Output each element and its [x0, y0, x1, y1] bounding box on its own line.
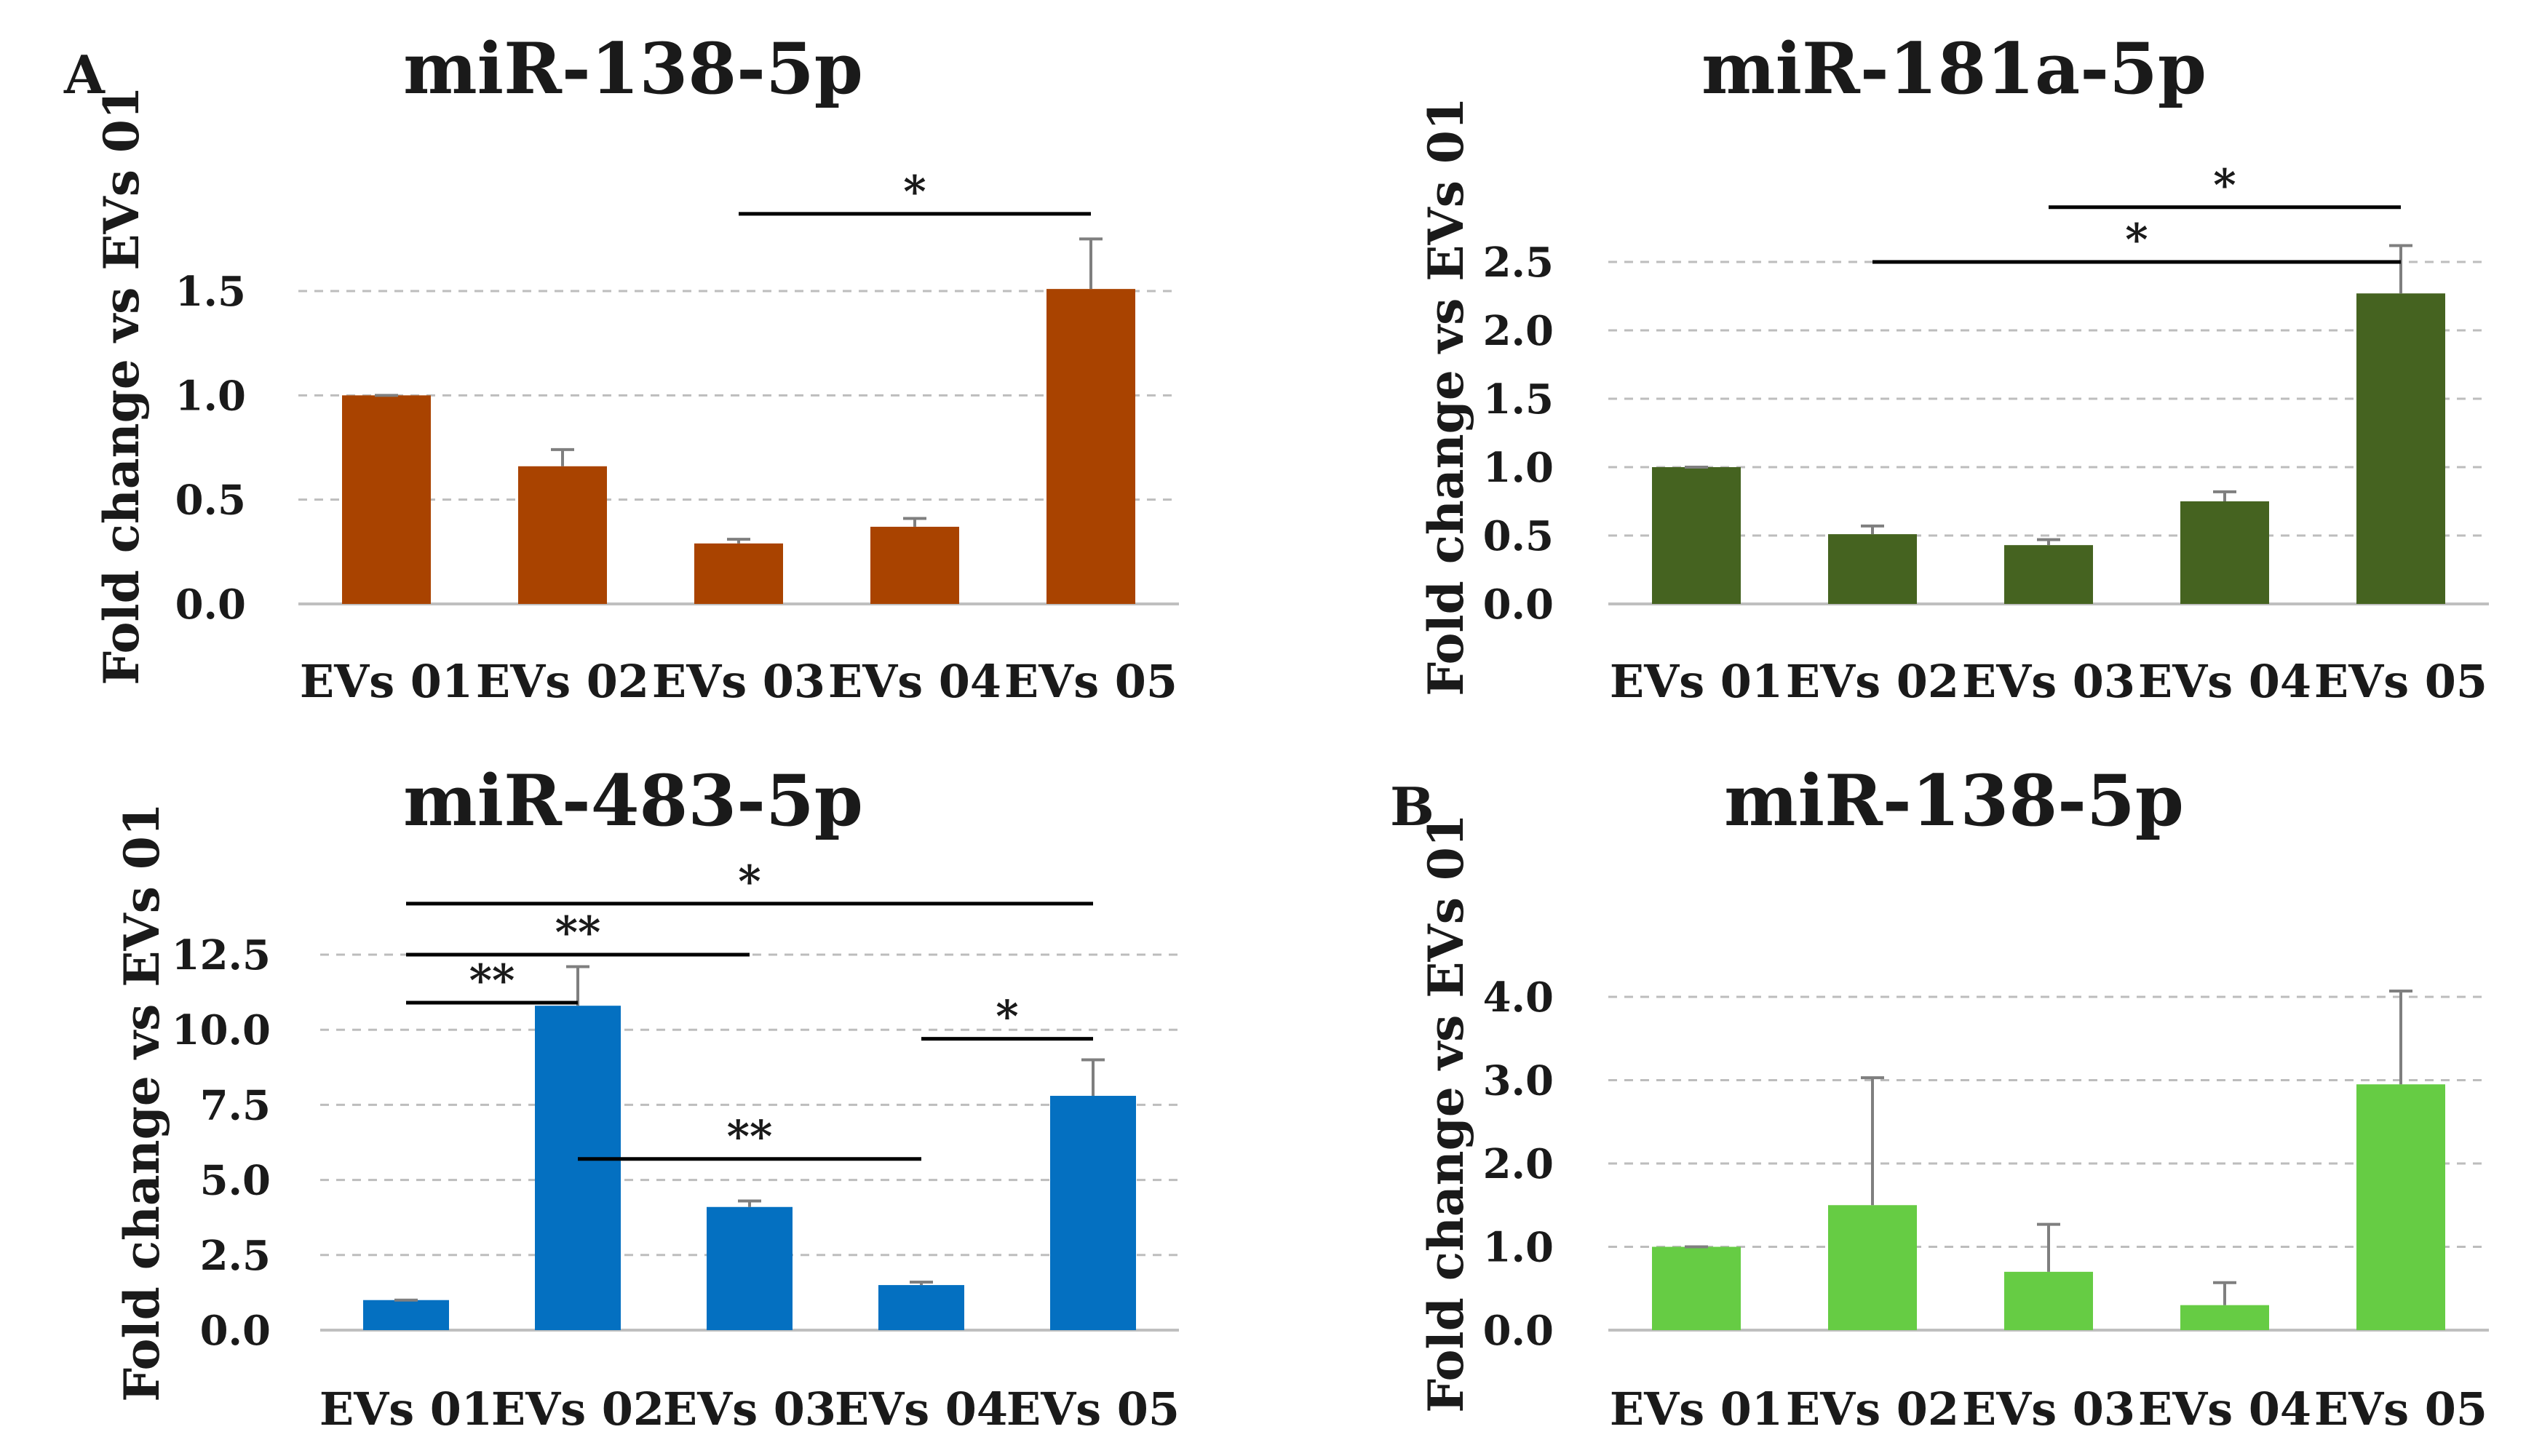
- bar: [2004, 1271, 2093, 1330]
- bar: [518, 466, 607, 604]
- y-tick-label: 1.0: [1483, 444, 1554, 492]
- significance-label: **: [469, 955, 515, 1006]
- y-tick-label: 2.0: [1483, 307, 1554, 355]
- y-tick-label: 2.0: [1483, 1140, 1554, 1188]
- significance-label: *: [738, 856, 760, 907]
- panel-label-a: A: [63, 44, 106, 106]
- y-tick-label: 0.5: [1483, 512, 1554, 560]
- x-tick-label: EVs 04: [2138, 655, 2311, 708]
- x-tick-label: EVs 02: [476, 655, 649, 708]
- bar: [2356, 293, 2445, 604]
- y-tick-label: 0.0: [200, 1307, 271, 1355]
- y-tick-label: 2.5: [1483, 239, 1554, 287]
- y-tick-label: 4.0: [1483, 974, 1554, 1022]
- y-tick-label: 1.0: [175, 372, 246, 420]
- significance-label: *: [996, 992, 1018, 1043]
- y-tick-label: 5.0: [200, 1157, 271, 1205]
- bar: [535, 1006, 621, 1330]
- bar: [342, 395, 431, 604]
- x-tick-label: EVs 02: [1786, 1383, 1959, 1436]
- bar: [2180, 501, 2269, 604]
- bar: [2356, 1084, 2445, 1330]
- y-tick-label: 0.0: [1483, 1307, 1554, 1355]
- x-tick-label: EVs 05: [2314, 655, 2487, 708]
- y-tick-label: 0.0: [1483, 581, 1554, 629]
- significance-label: **: [555, 907, 601, 958]
- x-tick-label: EVs 01: [300, 655, 473, 708]
- y-axis-label: Fold change vs EVs 01: [1418, 97, 1474, 696]
- y-tick-label: 1.0: [1483, 1224, 1554, 1272]
- significance-label: *: [2213, 160, 2236, 211]
- x-tick-label: EVs 05: [1006, 1383, 1180, 1436]
- y-tick-label: 7.5: [200, 1081, 271, 1129]
- y-axis-label: Fold change vs EVs 01: [93, 86, 150, 685]
- chart-mir-138-5p-panel-b: miR-138-5p Fold change vs EVs 01 0.0 1.0 2.0…: [1418, 760, 2489, 1436]
- x-tick-label: EVs 04: [828, 655, 1001, 708]
- bar: [694, 543, 783, 604]
- chart-title: miR-483-5p: [403, 760, 863, 842]
- chart-mir-138-5p-top: miR-138-5p Fold change vs EVs 01 0.0 0.5 1.0…: [93, 28, 1179, 708]
- bar: [363, 1300, 449, 1330]
- y-tick-label: 1.5: [1483, 375, 1554, 423]
- bar: [1652, 1246, 1741, 1330]
- bar: [878, 1285, 964, 1330]
- bar: [1828, 534, 1917, 604]
- significance-label: *: [903, 167, 926, 218]
- bar: [870, 526, 959, 604]
- bar: [2180, 1305, 2269, 1330]
- y-axis-label: Fold change vs EVs 01: [114, 803, 170, 1402]
- y-tick-label: 3.0: [1483, 1057, 1554, 1105]
- x-tick-label: EVs 03: [1962, 1383, 2135, 1436]
- bar: [1828, 1205, 1917, 1330]
- y-tick-label: 1.5: [175, 268, 246, 316]
- y-tick-label: 12.5: [172, 931, 271, 979]
- chart-title: miR-138-5p: [403, 28, 863, 110]
- x-tick-label: EVs 02: [491, 1383, 664, 1436]
- x-tick-label: EVs 01: [1610, 1383, 1783, 1436]
- y-tick-label: 0.5: [175, 477, 246, 525]
- x-tick-label: EVs 05: [2314, 1383, 2487, 1436]
- y-tick-label: 2.5: [200, 1232, 271, 1280]
- bar: [1652, 467, 1741, 604]
- bar: [707, 1206, 793, 1330]
- chart-mir-181a-5p: miR-181a-5p Fold change vs EVs 01 0.0 0.5 1.…: [1418, 28, 2489, 708]
- x-tick-label: EVs 01: [319, 1383, 493, 1436]
- x-tick-label: EVs 04: [835, 1383, 1008, 1436]
- significance-label: *: [2125, 215, 2148, 266]
- bar: [2004, 545, 2093, 604]
- x-tick-label: EVs 02: [1786, 655, 1959, 708]
- chart-title: miR-181a-5p: [1701, 28, 2207, 110]
- x-tick-label: EVs 03: [1962, 655, 2135, 708]
- significance-label: **: [727, 1112, 773, 1163]
- x-tick-label: EVs 04: [2138, 1383, 2311, 1436]
- bar: [1046, 289, 1135, 604]
- x-tick-label: EVs 01: [1610, 655, 1783, 708]
- y-axis-label: Fold change vs EVs 01: [1418, 813, 1474, 1413]
- panel-label-b: B: [1390, 776, 1434, 838]
- x-tick-label: EVs 03: [652, 655, 825, 708]
- chart-mir-483-5p: miR-483-5p Fold change vs EVs 01 0.0 2.5 5.0…: [114, 760, 1180, 1436]
- chart-title: miR-138-5p: [1724, 760, 2184, 842]
- y-tick-label: 0.0: [175, 581, 246, 629]
- y-tick-label: 10.0: [172, 1006, 271, 1054]
- bar: [1050, 1096, 1136, 1330]
- x-tick-label: EVs 03: [663, 1383, 836, 1436]
- x-tick-label: EVs 05: [1004, 655, 1177, 708]
